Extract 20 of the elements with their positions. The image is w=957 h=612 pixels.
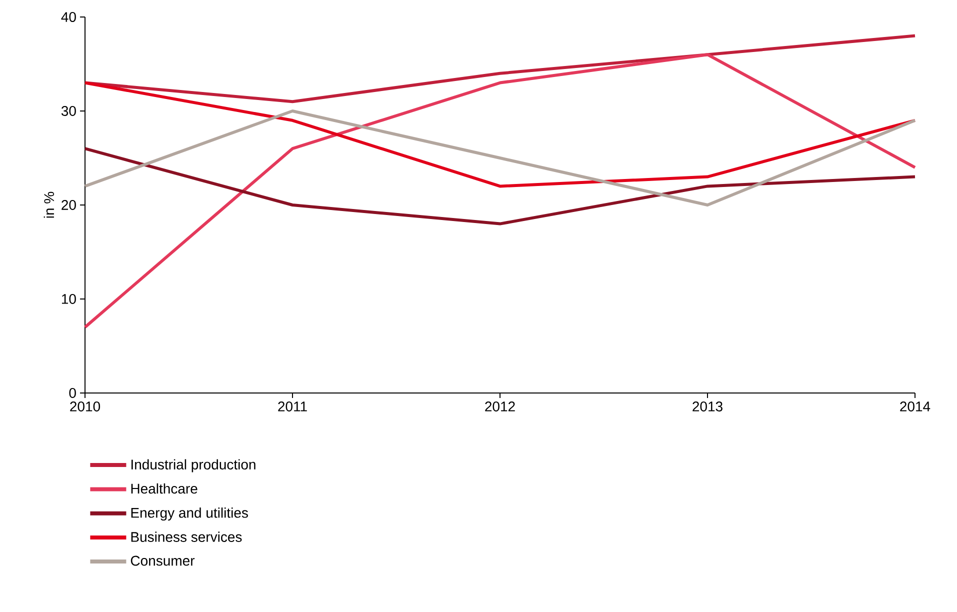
y-axis-title: in % (44, 192, 54, 218)
line-series (84, 147, 916, 226)
x-tick-label: 2012 (485, 402, 515, 412)
line-series (84, 81, 916, 188)
x-tick-label: 2014 (900, 402, 930, 412)
legend-label: Healthcare (131, 483, 198, 494)
line-series (84, 53, 916, 329)
legend-label: Industrial production (131, 459, 256, 472)
legend-label: Business services (131, 532, 242, 542)
x-tick-label: 2010 (70, 402, 100, 412)
y-tick-label: 30 (61, 106, 76, 116)
y-tick-label: 0 (69, 388, 76, 398)
legend-label: Energy and utilities (131, 508, 248, 521)
y-tick-label: 10 (62, 294, 76, 304)
line-series (84, 109, 916, 206)
legend-label: Consumer (130, 556, 195, 566)
x-tick-label: 2011 (278, 402, 307, 412)
y-tick-label: 20 (62, 200, 76, 210)
y-tick-label: 40 (61, 12, 76, 22)
x-tick-label: 2013 (692, 402, 722, 412)
